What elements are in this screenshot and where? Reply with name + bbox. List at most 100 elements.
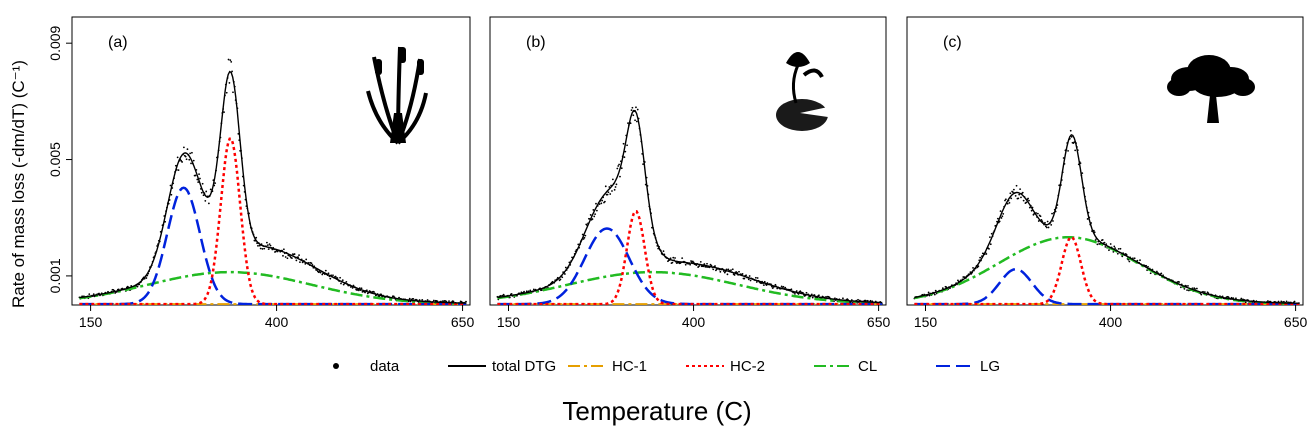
- data-point: [593, 215, 596, 218]
- data-point: [595, 209, 598, 212]
- data-point: [630, 109, 633, 112]
- data-point: [1086, 218, 1089, 220]
- data-point: [624, 150, 627, 153]
- data-point: [616, 167, 619, 170]
- data-point: [634, 119, 636, 122]
- data-point: [977, 265, 980, 268]
- data-point: [351, 287, 354, 289]
- data-point: [136, 285, 139, 288]
- data-point: [421, 298, 424, 301]
- data-point: [985, 253, 988, 255]
- data-point: [1006, 202, 1009, 205]
- data-point: [398, 296, 400, 299]
- data-point: [407, 300, 410, 303]
- data-point: [1070, 135, 1073, 138]
- data-point: [782, 285, 785, 288]
- data-point: [756, 277, 759, 279]
- data-point: [738, 270, 740, 273]
- data-point: [1104, 245, 1107, 248]
- data-point: [269, 244, 272, 247]
- data-point: [176, 156, 179, 159]
- data-point: [699, 261, 702, 263]
- data-point: [204, 199, 207, 202]
- data-point: [1000, 217, 1003, 219]
- data-point: [200, 191, 203, 194]
- data-point: [1149, 272, 1152, 275]
- data-point: [747, 278, 750, 281]
- plot-area: [78, 58, 467, 305]
- data-point: [310, 262, 313, 265]
- data-point: [989, 243, 992, 246]
- data-point: [723, 271, 726, 274]
- data-point: [833, 300, 835, 303]
- panel-3: 150 400 650 (c): [906, 16, 1307, 330]
- data-point: [1046, 220, 1049, 223]
- data-point: [941, 287, 944, 290]
- data-point: [230, 60, 233, 63]
- data-point: [1195, 287, 1198, 290]
- data-point: [795, 290, 798, 292]
- data-point: [988, 247, 990, 250]
- data-point: [1039, 215, 1042, 218]
- data-point: [276, 250, 279, 253]
- data-point: [1277, 300, 1280, 303]
- data-point: [609, 193, 612, 195]
- data-point: [282, 254, 284, 257]
- data-point: [561, 276, 564, 279]
- data-point: [1044, 221, 1046, 224]
- data-point: [1002, 212, 1005, 215]
- data-point: [284, 256, 287, 258]
- data-point: [324, 269, 327, 272]
- y-tick-label: 0.001: [47, 258, 63, 293]
- legend-label: HC-1: [612, 358, 647, 375]
- data-point: [508, 296, 511, 299]
- data-point: [231, 70, 233, 73]
- data-point: [584, 234, 587, 237]
- data-point: [989, 236, 991, 238]
- data-point: [1160, 272, 1163, 275]
- x-tick-label: 150: [79, 314, 103, 330]
- panel-1: 150 400 650 0.001 0.005 0.009 (a): [47, 16, 474, 330]
- data-point: [257, 244, 259, 247]
- y-tick-label: 0.005: [47, 142, 63, 177]
- data-point: [972, 266, 974, 269]
- plot-frame: [489, 16, 887, 306]
- data-point: [620, 167, 623, 170]
- data-point: [1004, 199, 1006, 202]
- data-point: [196, 178, 199, 181]
- data-point: [259, 247, 262, 250]
- data-point: [341, 279, 344, 282]
- series-cl-line: [497, 270, 883, 305]
- data-point: [207, 202, 210, 205]
- data-point: [289, 255, 292, 258]
- data-point: [1067, 149, 1069, 152]
- data-point: [1008, 201, 1011, 204]
- data-point: [1001, 215, 1004, 218]
- data-point: [618, 163, 620, 166]
- y-axis-title: Rate of mass loss (-dm/dT) (C⁻¹): [9, 60, 28, 308]
- data-point: [510, 292, 513, 295]
- data-point: [1021, 191, 1024, 194]
- data-point: [564, 266, 567, 269]
- data-point: [733, 274, 736, 276]
- data-point: [502, 293, 505, 296]
- data-point: [627, 122, 629, 124]
- data-point: [1081, 172, 1084, 175]
- data-point: [1020, 196, 1022, 199]
- data-point: [622, 142, 625, 145]
- data-point: [339, 276, 342, 279]
- data-point: [805, 291, 808, 294]
- data-point: [684, 263, 687, 266]
- data-point: [681, 257, 684, 260]
- data-point: [589, 214, 592, 216]
- data-point: [329, 277, 332, 280]
- data-point: [190, 162, 192, 165]
- data-point: [291, 257, 293, 260]
- data-point: [1050, 223, 1053, 226]
- data-point: [267, 248, 270, 251]
- data-point: [810, 293, 813, 296]
- data-point: [1028, 199, 1030, 202]
- data-point: [811, 296, 814, 299]
- data-point: [726, 273, 729, 276]
